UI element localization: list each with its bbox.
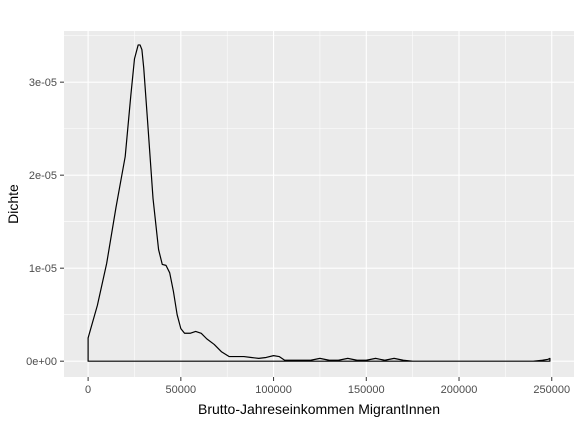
x-axis-title: Brutto-Jahreseinkommen MigrantInnen [198, 401, 440, 417]
y-axis: 0e+00 1e-05 2e-05 3e-05 [26, 77, 64, 368]
x-tick-label: 150000 [348, 384, 385, 396]
y-tick-label: 2e-05 [29, 170, 57, 182]
x-tick-label: 200000 [441, 384, 478, 396]
y-tick-label: 0e+00 [26, 356, 57, 368]
minor-gridlines [64, 31, 574, 377]
density-curve [87, 44, 551, 362]
y-tick-label: 3e-05 [29, 77, 57, 89]
x-tick-label: 100000 [255, 384, 292, 396]
y-tick-label: 1e-05 [29, 263, 57, 275]
density-series [87, 44, 551, 362]
x-tick-label: 0 [85, 384, 91, 396]
x-tick-label: 50000 [166, 384, 197, 396]
x-axis: 0 50000 100000 150000 200000 250000 [85, 377, 570, 396]
x-tick-label: 250000 [533, 384, 570, 396]
plot-panel [64, 31, 574, 377]
y-axis-title: Dichte [5, 184, 21, 224]
